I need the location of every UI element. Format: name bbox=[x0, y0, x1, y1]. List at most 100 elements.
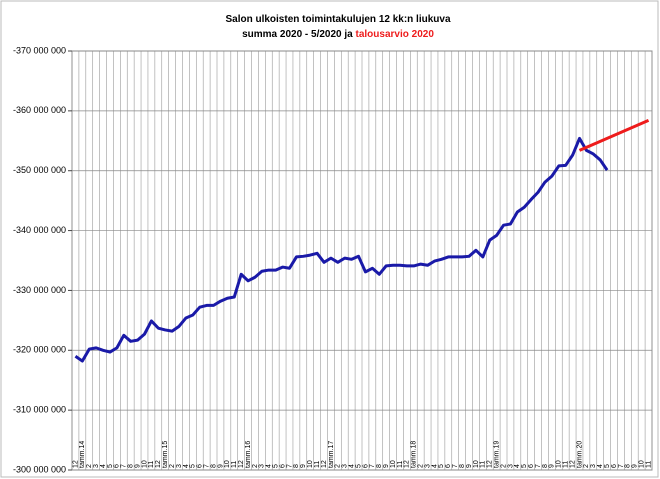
x-tick-label: 2 bbox=[500, 464, 507, 468]
x-tick-label: 11 bbox=[563, 461, 570, 468]
x-tick-label: 8 bbox=[210, 464, 217, 468]
x-tick-label: 2 bbox=[252, 464, 259, 468]
x-tick-label: 7 bbox=[535, 464, 542, 468]
x-tick-label: 4 bbox=[348, 464, 355, 468]
title-highlight: talousarvio 2020 bbox=[356, 29, 435, 40]
x-tick-label: 2 bbox=[335, 464, 342, 468]
x-tick-label: 10 bbox=[224, 460, 231, 468]
title-line1: Salon ulkoisten toimintakulujen 12 kk:n … bbox=[225, 14, 450, 25]
x-tick-label: 8 bbox=[625, 464, 632, 468]
x-tick-label: 6 bbox=[197, 464, 204, 468]
title-text: summa 2020 - 5/2020 ja bbox=[242, 29, 353, 40]
x-tick-label: 9 bbox=[300, 464, 307, 468]
x-tick-label: 10 bbox=[638, 460, 645, 468]
x-tick-label: 7 bbox=[369, 464, 376, 468]
x-tick-label: tamm.17 bbox=[328, 441, 335, 468]
x-tick-label: 5 bbox=[521, 464, 528, 468]
x-tick-label: 4 bbox=[100, 464, 107, 468]
x-tick-label: 7 bbox=[121, 464, 128, 468]
x-tick-label: 10 bbox=[307, 460, 314, 468]
y-tick-label: -310 000 000 bbox=[13, 405, 66, 415]
x-tick-label: 10 bbox=[473, 460, 480, 468]
x-tick-label: 4 bbox=[597, 464, 604, 468]
x-tick-label: 12 bbox=[72, 460, 79, 468]
x-tick-label: 9 bbox=[549, 464, 556, 468]
x-tick-label: 11 bbox=[231, 461, 238, 468]
x-tick-label: 12 bbox=[238, 460, 245, 468]
x-tick-label: 6 bbox=[611, 464, 618, 468]
y-tick-label: -330 000 000 bbox=[13, 285, 66, 295]
x-tick-label: 5 bbox=[190, 464, 197, 468]
x-tick-label: 7 bbox=[618, 464, 625, 468]
x-tick-label: tamm.15 bbox=[162, 441, 169, 468]
x-tick-label: 7 bbox=[203, 464, 210, 468]
series-line bbox=[578, 119, 650, 152]
x-tick-label: 7 bbox=[452, 464, 459, 468]
x-tick-label: tamm.20 bbox=[576, 441, 583, 468]
x-tick-label: 9 bbox=[632, 464, 639, 468]
x-tick-label: 10 bbox=[556, 460, 563, 468]
x-tick-label: tamm.14 bbox=[79, 441, 86, 468]
x-tick-label: 4 bbox=[183, 464, 190, 468]
x-tick-label: 11 bbox=[148, 461, 155, 468]
x-tick-label: 6 bbox=[114, 464, 121, 468]
x-tick-label: 10 bbox=[390, 460, 397, 468]
x-tick-label: tamm.19 bbox=[493, 441, 500, 468]
x-tick-label: 8 bbox=[376, 464, 383, 468]
x-tick-label: 3 bbox=[176, 464, 183, 468]
x-tick-label: 9 bbox=[217, 464, 224, 468]
series-line bbox=[74, 136, 609, 363]
x-tick-label: 4 bbox=[514, 464, 521, 468]
x-tick-label: 5 bbox=[355, 464, 362, 468]
x-tick-label: 2 bbox=[418, 464, 425, 468]
x-tick-label: 12 bbox=[155, 460, 162, 468]
x-tick-label: 3 bbox=[93, 464, 100, 468]
x-tick-label: 6 bbox=[279, 464, 286, 468]
y-tick-label: -340 000 000 bbox=[13, 225, 66, 235]
x-tick-label: 3 bbox=[424, 464, 431, 468]
x-tick-label: 7 bbox=[286, 464, 293, 468]
x-tick-label: 5 bbox=[438, 464, 445, 468]
y-tick-label: -370 000 000 bbox=[13, 45, 66, 55]
x-tick-label: 3 bbox=[259, 464, 266, 468]
x-tick-label: 9 bbox=[383, 464, 390, 468]
x-tick-label: 11 bbox=[645, 461, 652, 468]
x-tick-label: 3 bbox=[590, 464, 597, 468]
x-tick-label: 10 bbox=[141, 460, 148, 468]
x-tick-label: 3 bbox=[507, 464, 514, 468]
x-tick-label: 8 bbox=[293, 464, 300, 468]
x-tick-label: 5 bbox=[107, 464, 114, 468]
x-tick-label: 5 bbox=[273, 464, 280, 468]
x-tick-label: 5 bbox=[604, 464, 611, 468]
y-tick-label: -300 000 000 bbox=[13, 464, 66, 474]
x-tick-label: 6 bbox=[445, 464, 452, 468]
x-tick-label: 12 bbox=[569, 460, 576, 468]
y-tick-label: -320 000 000 bbox=[13, 345, 66, 355]
x-tick-label: 4 bbox=[431, 464, 438, 468]
x-tick-label: 12 bbox=[487, 460, 494, 468]
x-tick-label: 6 bbox=[362, 464, 369, 468]
x-tick-label: 9 bbox=[466, 464, 473, 468]
x-tick-label: 12 bbox=[404, 460, 411, 468]
x-tick-label: 11 bbox=[480, 461, 487, 468]
x-tick-label: 2 bbox=[169, 464, 176, 468]
title-line2: summa 2020 - 5/2020 ja talousarvio 2020 bbox=[242, 29, 434, 40]
x-tick-label: 2 bbox=[86, 464, 93, 468]
x-tick-label: 8 bbox=[128, 464, 135, 468]
y-tick-label: -350 000 000 bbox=[13, 165, 66, 175]
x-tick-label: 11 bbox=[397, 461, 404, 468]
x-tick-label: 6 bbox=[528, 464, 535, 468]
y-tick-label: -360 000 000 bbox=[13, 105, 66, 115]
x-tick-label: 3 bbox=[342, 464, 349, 468]
x-tick-label: 2 bbox=[583, 464, 590, 468]
x-tick-label: 12 bbox=[321, 460, 328, 468]
x-tick-label: 4 bbox=[266, 464, 273, 468]
x-tick-label: 8 bbox=[542, 464, 549, 468]
x-tick-label: tamm.18 bbox=[411, 441, 418, 468]
x-tick-label: 9 bbox=[134, 464, 141, 468]
x-tick-label: 11 bbox=[314, 461, 321, 468]
x-tick-label: tamm.16 bbox=[245, 441, 252, 468]
x-tick-label: 8 bbox=[459, 464, 466, 468]
